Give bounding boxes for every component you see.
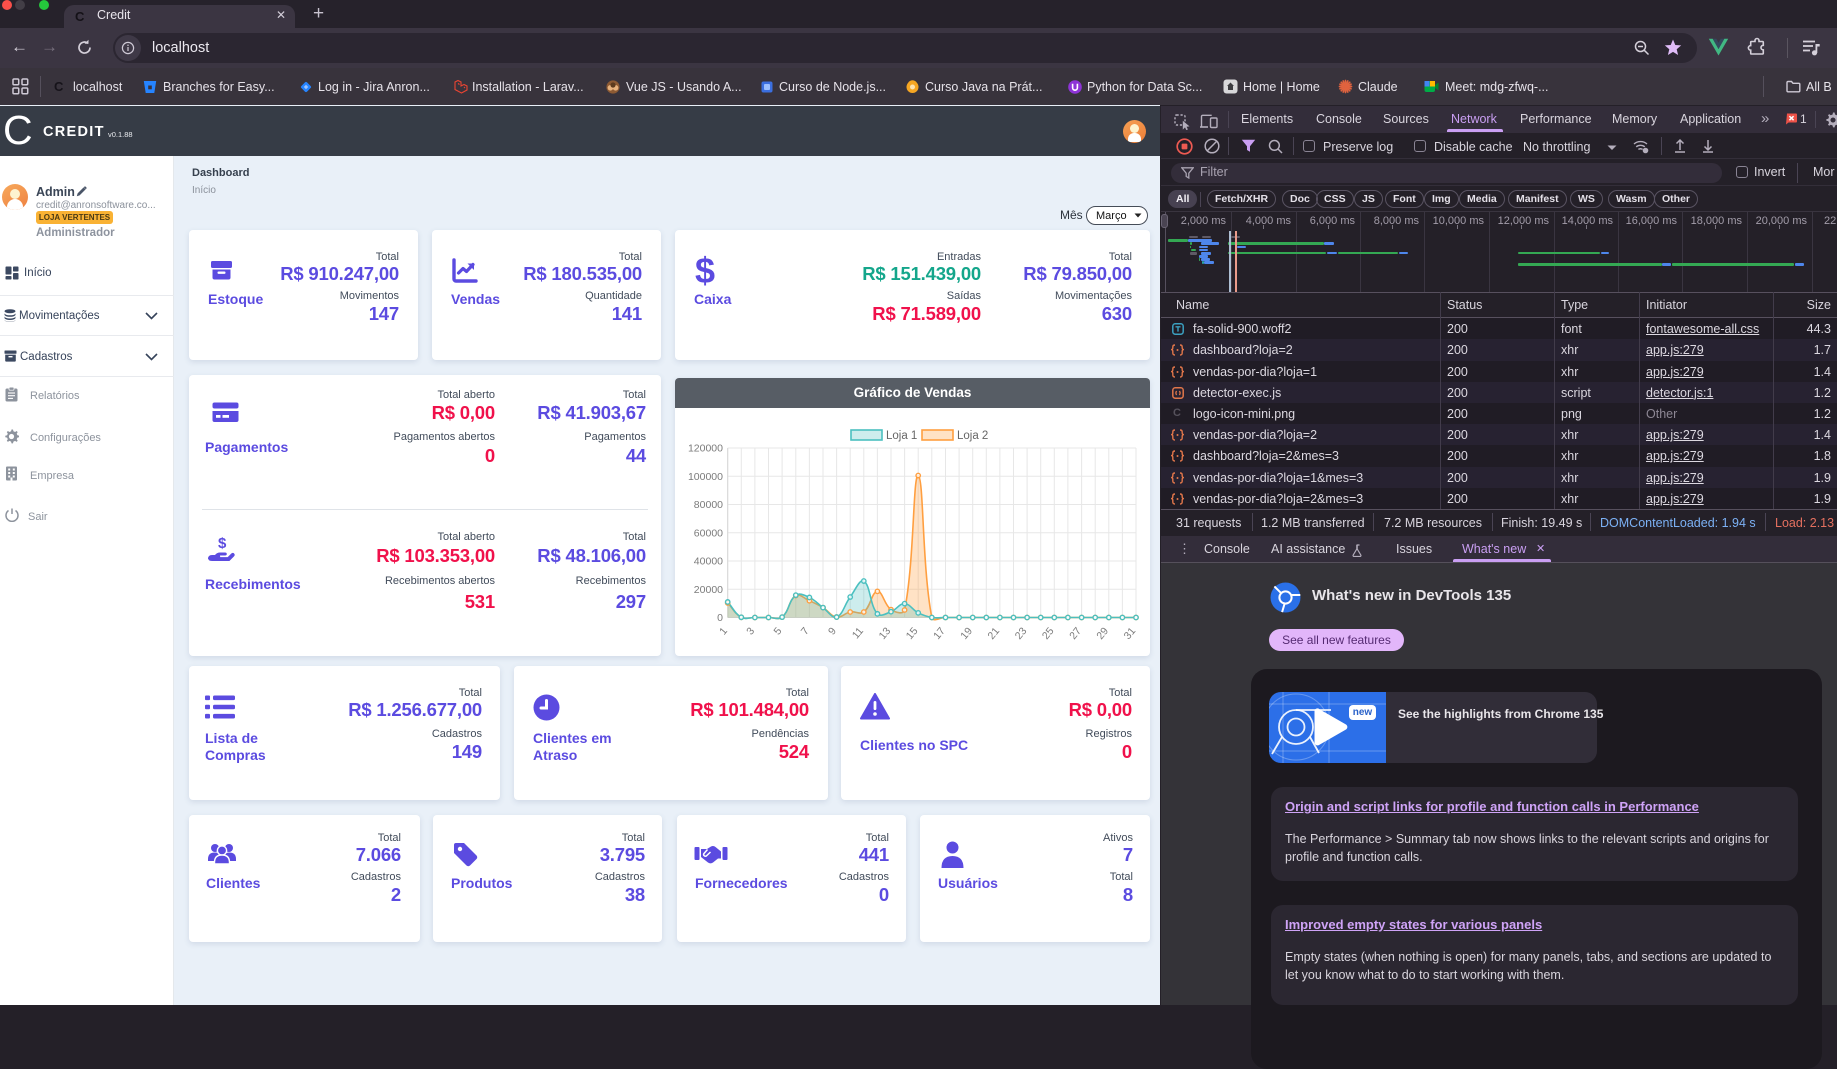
svg-text:17: 17 [931,625,948,642]
svg-text:21: 21 [985,625,1002,642]
svg-text:0: 0 [717,612,723,624]
svg-text:60000: 60000 [694,527,723,539]
svg-text:3: 3 [744,625,757,637]
svg-text:80000: 80000 [694,499,723,511]
svg-text:11: 11 [850,625,866,641]
svg-text:100000: 100000 [688,471,723,483]
svg-text:29: 29 [1094,625,1111,642]
svg-text:27: 27 [1067,625,1084,642]
svg-text:Loja 2: Loja 2 [957,430,988,442]
svg-text:20000: 20000 [694,584,723,596]
svg-text:15: 15 [904,625,921,642]
svg-text:120000: 120000 [688,443,723,455]
svg-text:7: 7 [799,625,812,637]
svg-text:Loja 1: Loja 1 [886,430,917,442]
svg-text:19: 19 [958,625,975,642]
svg-text:25: 25 [1040,625,1057,642]
svg-text:40000: 40000 [694,556,723,568]
svg-text:23: 23 [1013,625,1030,642]
svg-text:$: $ [218,535,227,552]
svg-text:13: 13 [877,625,894,642]
svg-text:1: 1 [717,625,730,637]
svg-text:31: 31 [1122,625,1139,642]
svg-text:9: 9 [826,625,839,637]
svg-text:5: 5 [771,625,784,637]
